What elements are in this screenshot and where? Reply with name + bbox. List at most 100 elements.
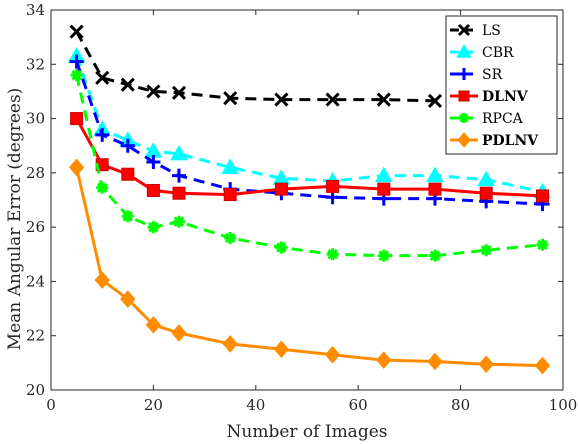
legend-item-ls: LS (450, 23, 501, 39)
legend-label: PDLNV (482, 133, 539, 149)
data-point (458, 68, 470, 80)
data-point (69, 24, 84, 39)
series-line (75, 55, 543, 194)
data-point (172, 168, 186, 183)
data-point (479, 186, 493, 200)
data-point (146, 84, 161, 99)
data-point (376, 92, 391, 107)
data-point (428, 182, 442, 196)
series-layer (67, 24, 552, 375)
data-point (68, 158, 85, 177)
series-line (75, 30, 436, 103)
data-point (223, 188, 237, 202)
data-point (376, 351, 392, 369)
x-tick-label: 40 (246, 396, 265, 414)
data-point (273, 340, 290, 359)
x-tick-label: 100 (549, 396, 578, 414)
x-axis-ticks: 0 20 40 60 80 100 (46, 10, 577, 414)
data-point (275, 241, 288, 254)
data-point (69, 54, 84, 69)
data-point (120, 77, 135, 92)
y-tick-label: 30 (26, 110, 45, 128)
series-rpca (70, 69, 549, 262)
legend-item-cbr: CBR (450, 43, 514, 61)
data-point (429, 249, 441, 262)
data-point (374, 166, 393, 183)
data-point (478, 355, 494, 373)
data-point (70, 112, 84, 126)
y-tick-label: 26 (26, 218, 45, 236)
data-point (480, 244, 493, 257)
y-tick-label: 28 (26, 164, 45, 182)
data-point (95, 70, 110, 85)
series-pdlnv (68, 158, 551, 375)
data-point (146, 155, 161, 169)
data-point (536, 238, 549, 251)
data-point (120, 290, 136, 308)
legend-label: DLNV (482, 89, 529, 105)
x-tick-label: 80 (451, 396, 470, 414)
x-tick-label: 0 (46, 396, 56, 414)
data-point (96, 181, 109, 194)
data-point (121, 210, 134, 223)
series-dlnv (70, 112, 550, 203)
data-point (457, 23, 471, 37)
x-tick-label: 20 (144, 396, 163, 414)
legend-item-rpca: RPCA (450, 111, 524, 127)
data-point (173, 215, 185, 228)
data-point (146, 184, 160, 197)
y-tick-label: 32 (26, 55, 45, 73)
data-point (170, 144, 188, 161)
data-point (120, 138, 135, 153)
y-tick-label: 34 (26, 1, 45, 19)
data-point (377, 249, 390, 262)
legend-label: CBR (482, 45, 514, 61)
x-tick-label: 60 (349, 396, 368, 414)
x-axis-label: Number of Images (227, 422, 388, 442)
data-point (172, 186, 186, 200)
data-point (274, 182, 288, 196)
legend: LS CBR SR DLNV RPCA PDLNV (445, 15, 558, 155)
data-point (426, 166, 444, 183)
y-axis-label: Mean Angular Error (degrees) (5, 88, 25, 351)
data-point (534, 356, 551, 375)
data-point (427, 352, 443, 371)
series-line (75, 74, 543, 258)
data-point (324, 345, 341, 364)
data-point (458, 90, 470, 102)
data-point (456, 43, 472, 58)
data-point (427, 93, 443, 108)
y-tick-label: 22 (26, 327, 45, 345)
y-axis-ticks: 20 22 24 26 28 30 32 34 (26, 1, 563, 399)
data-point (222, 335, 238, 353)
legend-label: LS (482, 23, 501, 39)
data-point (477, 170, 496, 187)
data-point (221, 158, 240, 174)
legend-label: RPCA (482, 111, 524, 127)
legend-label: SR (482, 67, 503, 83)
legend-box (445, 15, 558, 155)
data-point (224, 232, 237, 244)
data-point (95, 127, 110, 142)
legend-item-sr: SR (450, 67, 503, 83)
data-point (171, 85, 187, 100)
series-ls (69, 24, 443, 108)
data-point (223, 91, 238, 106)
legend-item-dlnv: DLNV (450, 89, 529, 105)
data-point (147, 221, 160, 234)
data-point (377, 182, 391, 196)
legend-item-pdlnv: PDLNV (450, 132, 539, 149)
data-point (121, 167, 135, 181)
data-point (536, 189, 550, 203)
data-point (459, 113, 469, 123)
data-point (145, 316, 162, 334)
data-point (274, 92, 289, 107)
data-point (70, 69, 83, 82)
data-point (326, 179, 340, 193)
y-tick-label: 20 (26, 381, 45, 399)
y-tick-label: 24 (26, 272, 45, 290)
data-point (457, 132, 471, 148)
data-point (325, 92, 340, 107)
data-point (171, 324, 187, 342)
